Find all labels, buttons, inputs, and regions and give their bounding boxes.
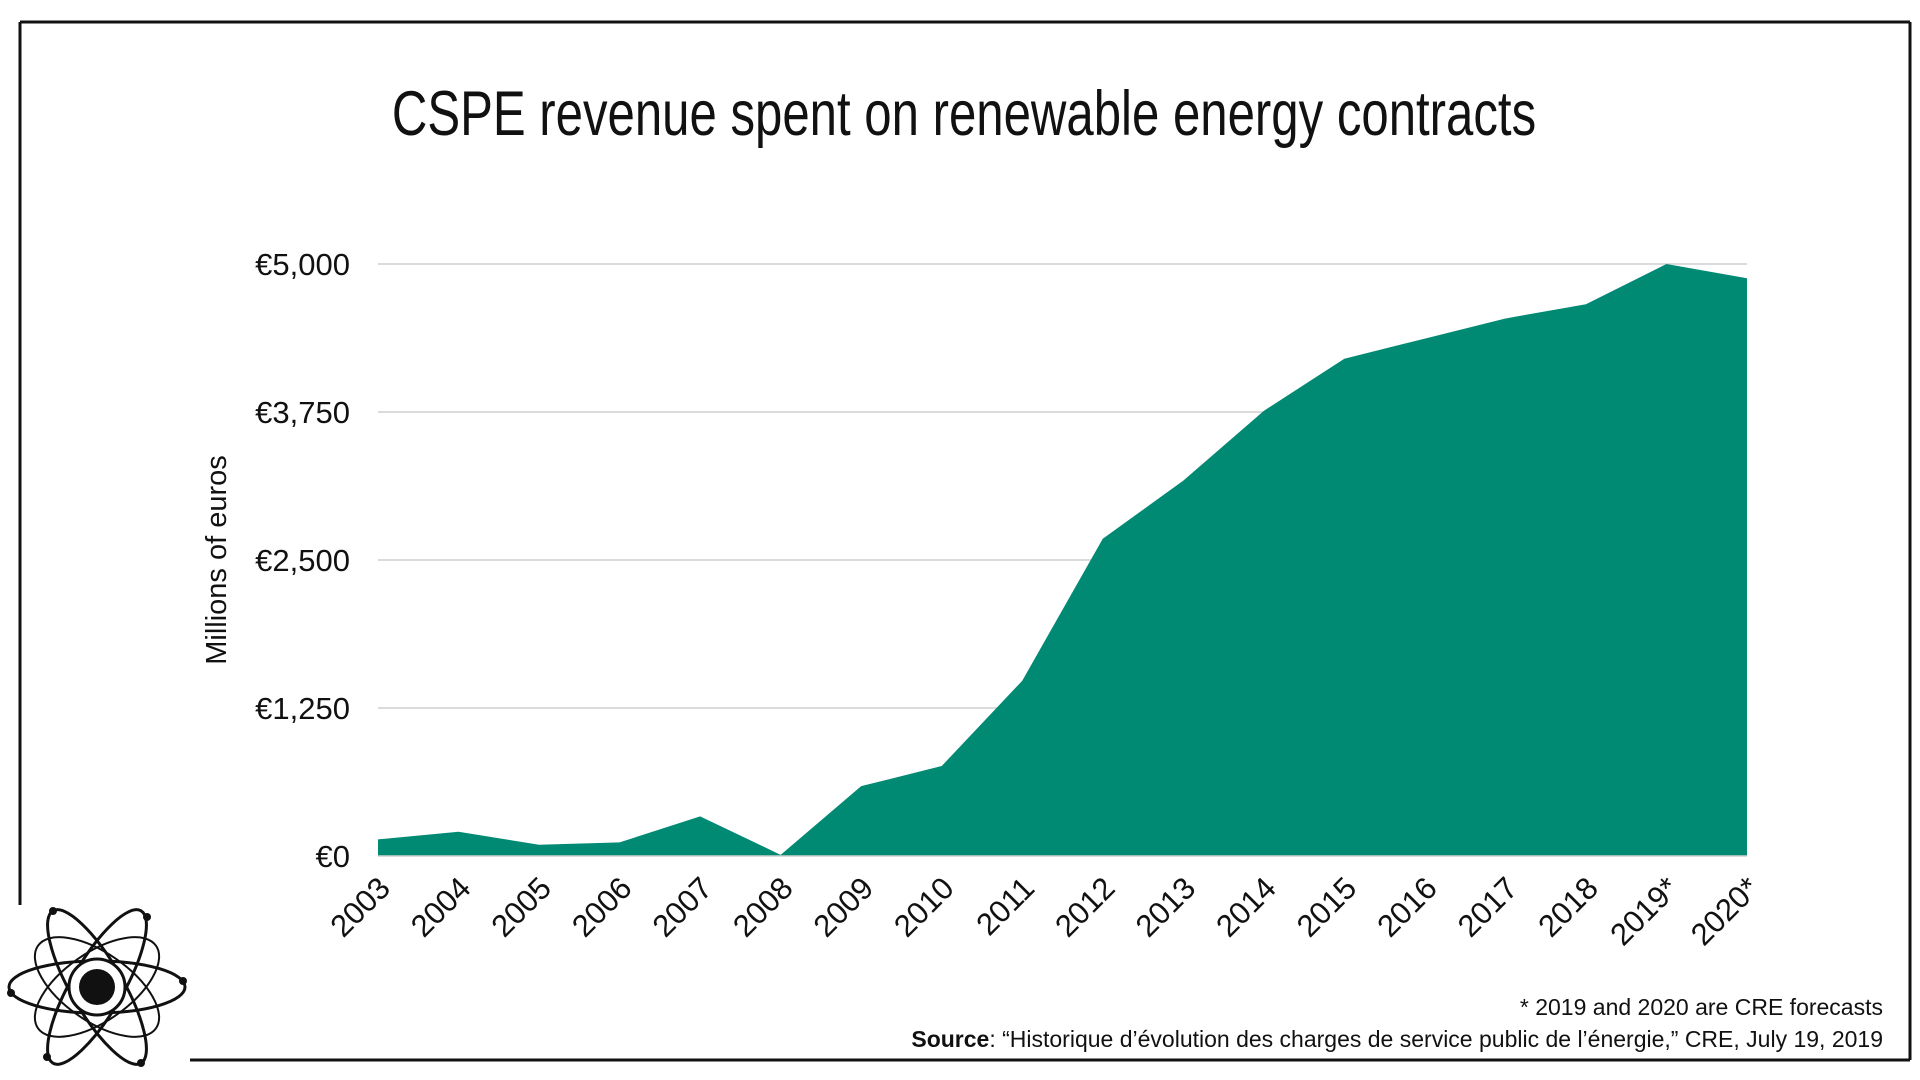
x-tick-label: 2009 <box>807 870 881 944</box>
x-tick-label: 2011 <box>969 870 1041 942</box>
x-tick-label: 2014 <box>1209 870 1283 944</box>
x-axis-ticks: 2003 2004 2005 2006 2007 2008 2009 2010 2011 2012… <box>323 870 1766 952</box>
chart-title: CSPE revenue spent on renewable energy c… <box>392 78 1536 148</box>
y-tick-label: €1,250 <box>255 691 350 726</box>
source-text: : “Historique d’évolution des charges de… <box>989 1026 1883 1052</box>
x-tick-label: 2020* <box>1684 870 1766 952</box>
forecast-footnote: * 2019 and 2020 are CRE forecasts <box>1520 994 1883 1020</box>
atom-electron <box>179 977 187 985</box>
x-tick-label: 2003 <box>323 870 397 944</box>
atom-electron <box>43 1053 51 1061</box>
x-tick-label: 2004 <box>404 870 478 944</box>
source-note: Source: “Historique d’évolution des char… <box>911 1026 1883 1052</box>
area-series-renewable <box>378 264 1747 856</box>
source-label: Source <box>911 1026 989 1052</box>
atom-nucleus <box>79 969 115 1005</box>
y-tick-label: €2,500 <box>255 543 350 578</box>
x-tick-label: 2010 <box>887 870 961 944</box>
x-tick-label: 2006 <box>565 870 639 944</box>
x-tick-label: 2005 <box>484 870 558 944</box>
x-tick-label: 2013 <box>1129 870 1203 944</box>
atom-electron <box>143 913 151 921</box>
y-tick-label: €3,750 <box>255 395 350 430</box>
x-tick-label: 2015 <box>1290 870 1364 944</box>
atom-electron <box>137 1059 145 1067</box>
x-tick-label: 2007 <box>646 870 720 944</box>
atom-orbit-inner-b <box>33 936 161 1038</box>
x-tick-label: 2019* <box>1603 870 1685 952</box>
y-axis-ticks: €0 €1,250 €2,500 €3,750 €5,000 <box>255 247 350 874</box>
atom-icon <box>7 907 187 1067</box>
x-tick-label: 2018 <box>1531 870 1605 944</box>
atom-electron <box>49 907 57 915</box>
x-tick-label: 2017 <box>1451 870 1525 944</box>
y-tick-label: €5,000 <box>255 247 350 282</box>
atom-orbit-inner-a <box>33 936 161 1038</box>
x-tick-label: 2016 <box>1370 870 1444 944</box>
y-tick-label: €0 <box>316 839 350 874</box>
x-tick-label: 2012 <box>1048 870 1122 944</box>
y-axis-label: Millions of euros <box>201 455 233 665</box>
atom-electron <box>7 989 15 997</box>
chart-frame <box>18 20 1912 1062</box>
x-tick-label: 2008 <box>726 870 800 944</box>
